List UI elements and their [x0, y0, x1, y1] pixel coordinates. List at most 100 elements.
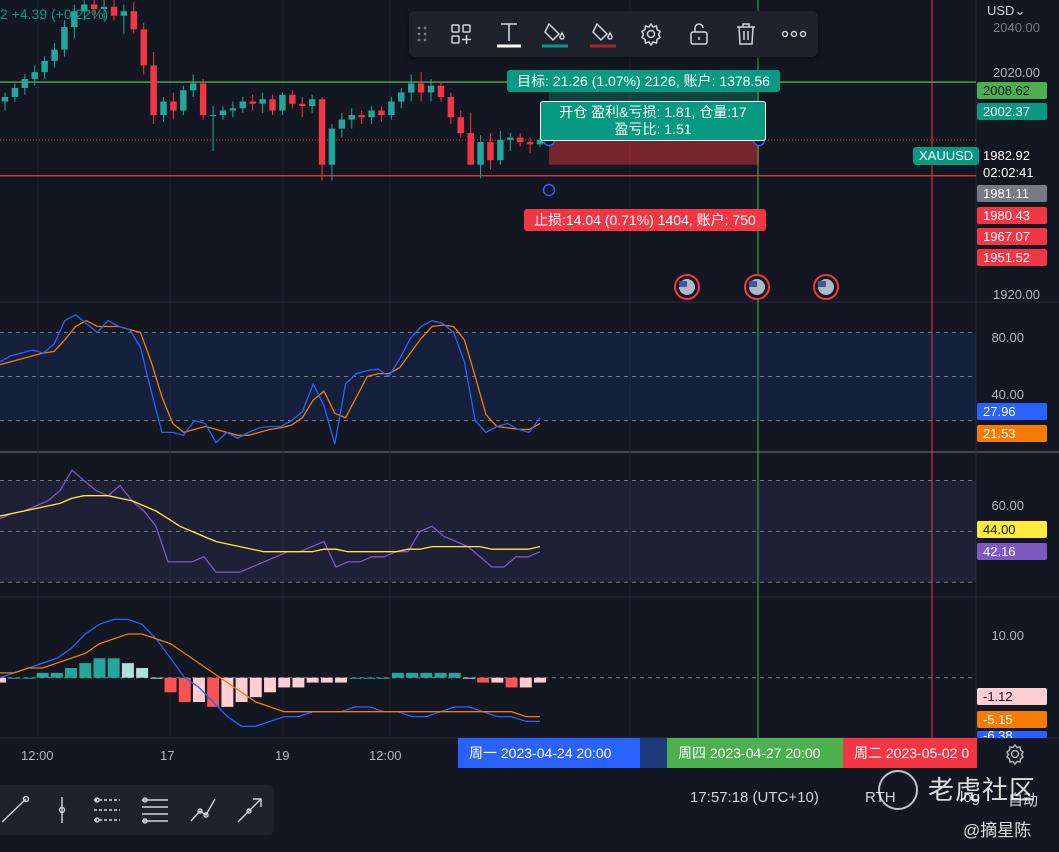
macd-histogram-bar: [420, 672, 433, 678]
target-line-price-tag: 2002.37: [977, 103, 1047, 120]
macd-histogram-bar: [164, 677, 177, 693]
arrow-icon[interactable]: [235, 795, 265, 825]
date-tag-crosshair: 周四 2023-04-27 20:00: [667, 738, 843, 768]
price-change-label: 2 +4.39 (+0.22%): [0, 6, 109, 22]
candle-body: [407, 83, 415, 93]
position-info-box[interactable]: 开仓 盈利&亏损: 1.81, 仓量:17 盈亏比: 1.51: [540, 101, 766, 141]
candle-body: [81, 4, 88, 12]
time-axis-label: 17: [160, 748, 175, 763]
candle-body: [229, 108, 237, 111]
price-axis-label: 2020.00: [993, 65, 1040, 80]
candle-body: [289, 94, 296, 104]
add-layout-icon[interactable]: [446, 19, 476, 49]
candle-body: [31, 72, 38, 79]
candle-body: [467, 133, 474, 165]
fib-retracement-icon[interactable]: [140, 795, 170, 825]
event-flag-icon: [679, 281, 687, 287]
candle-body: [457, 117, 464, 134]
macd-hist-tag: -1.12: [977, 688, 1047, 705]
candle-body: [51, 49, 58, 61]
date-range-highlight: [640, 738, 667, 768]
candle-body: [41, 60, 48, 73]
macd-histogram-bar: [534, 677, 546, 683]
more-icon[interactable]: [779, 19, 809, 49]
unlock-icon[interactable]: [684, 19, 714, 49]
parallel-channel-icon[interactable]: [92, 795, 122, 825]
candle-body: [328, 128, 336, 165]
macd-histogram-bar: [278, 677, 291, 688]
macd-histogram-bar: [292, 677, 305, 688]
candle-body: [219, 110, 227, 116]
position-info-line2: 盈亏比: 1.51: [614, 121, 692, 137]
settings-gear-icon[interactable]: [1003, 742, 1027, 766]
candle-body: [71, 11, 78, 28]
macd-histogram-bar: [391, 672, 404, 678]
macd-histogram-bar: [406, 672, 419, 678]
chevron-down-icon: ⌄: [1014, 3, 1026, 18]
path-icon[interactable]: [188, 795, 218, 825]
watermark-brand: 老虎社区: [928, 775, 1037, 805]
macd-histogram-bar: [363, 677, 376, 679]
macd-axis-label: 10.00: [991, 628, 1024, 643]
candle-body: [427, 85, 435, 93]
time-axis-label: 12:00: [369, 748, 402, 763]
candle-body: [11, 87, 19, 97]
settings-icon[interactable]: [636, 19, 666, 49]
macd-histogram-bar: [107, 658, 120, 678]
watermark-author: @摘星陈: [963, 821, 1032, 840]
trash-icon[interactable]: [731, 19, 761, 49]
candle-body: [209, 115, 217, 117]
macd-histogram-bar: [79, 663, 92, 678]
stop-label[interactable]: 止损:14.04 (0.71%) 1404, 账户: 750: [524, 209, 766, 231]
auto-button[interactable]: 自动: [1008, 792, 1039, 809]
stop-line-price-tag: 1967.07: [977, 228, 1047, 245]
price-axis-label: 2040.00: [993, 20, 1040, 35]
currency-label: USD: [987, 3, 1015, 18]
candle-body: [536, 139, 544, 145]
macd-histogram-bar: [462, 677, 475, 679]
rsi-tag: 42.16: [977, 543, 1047, 560]
candle-body: [497, 139, 504, 161]
candle-body: [90, 4, 98, 10]
drag-handle-icon[interactable]: [411, 19, 433, 49]
currency-selector[interactable]: USD⌄: [987, 3, 1025, 19]
candle-body: [299, 103, 306, 107]
candle-body: [308, 99, 316, 107]
candle-body: [61, 27, 68, 50]
stoch-axis-label: 40.00: [991, 387, 1024, 402]
macd-signal-line: [0, 633, 540, 718]
line-color-icon[interactable]: [588, 19, 618, 49]
vertical-line-icon[interactable]: [47, 795, 77, 825]
candle-body: [368, 110, 375, 118]
rsi-ma-line: [0, 495, 541, 553]
candle-body: [110, 6, 118, 16]
macd-histogram-bar: [150, 677, 163, 679]
candle-body: [180, 90, 187, 111]
macd-histogram-bar: [178, 677, 191, 702]
candle-body: [21, 78, 29, 88]
target-label[interactable]: 目标: 21.26 (1.07%) 2126, 账户: 1378.56: [507, 70, 780, 92]
macd-histogram-bar: [264, 677, 276, 693]
macd-histogram-bar: [477, 677, 490, 683]
candle-body: [190, 83, 197, 91]
macd-histogram-bar: [121, 663, 134, 678]
candle-body: [507, 137, 514, 140]
trend-line-icon[interactable]: [0, 795, 30, 825]
date-tag-end: 周二 2023-05-02 0: [843, 738, 977, 768]
text-icon[interactable]: [494, 19, 524, 49]
macd-histogram-bar: [491, 677, 504, 683]
candle-body: [279, 94, 286, 111]
fill-icon[interactable]: [540, 19, 570, 49]
macd-signal-tag: -5.15: [977, 711, 1047, 728]
candle-body: [249, 101, 256, 104]
macd-histogram-bar: [93, 658, 106, 678]
stoch-d-line: [0, 319, 541, 436]
log-button[interactable]: log: [960, 789, 981, 806]
macd-histogram-bar: [448, 672, 461, 678]
candle-body: [150, 65, 157, 116]
candle-body: [447, 96, 455, 118]
event-flag-icon: [749, 281, 757, 287]
candle-body: [516, 137, 524, 143]
candle-body: [100, 6, 108, 10]
